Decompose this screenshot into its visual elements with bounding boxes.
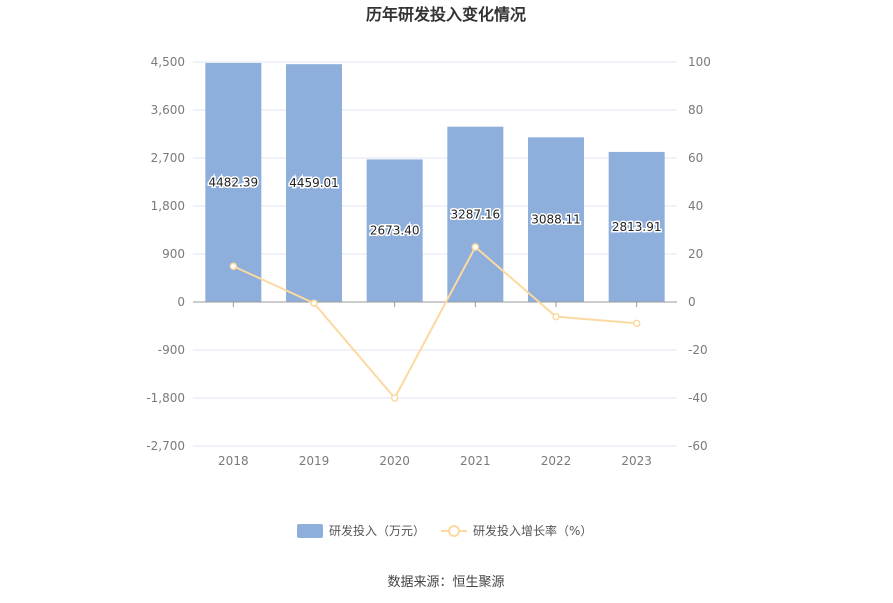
left-axis-tick-label: 3,600	[151, 103, 185, 117]
x-axis-tick-label: 2019	[299, 454, 330, 468]
left-axis-tick-label: 1,800	[151, 199, 185, 213]
growth-rate-point	[310, 299, 318, 307]
bar-series	[205, 62, 665, 303]
growth-rate-line	[232, 245, 637, 400]
gridlines	[193, 61, 677, 447]
left-axis-tick-label: 900	[162, 247, 185, 261]
bar-data-label: 4482.39	[209, 175, 259, 189]
growth-rate-point	[471, 243, 480, 251]
bar	[205, 62, 262, 302]
left-axis-tick-label: -900	[158, 343, 185, 357]
right-axis-tick-label: -40	[688, 391, 708, 405]
x-axis-tick-label: 2022	[541, 454, 572, 468]
x-axis-tick-label: 2021	[460, 454, 491, 468]
growth-rate-point	[390, 394, 399, 402]
legend-label-bar: 研发投入（万元）	[329, 523, 425, 538]
x-axis-tick-label: 2023	[621, 454, 652, 468]
right-axis: 100 80 60 40 20 0 -20 -40 -60	[688, 55, 711, 453]
bar-data-label: 2813.91	[612, 220, 662, 234]
left-axis: 4,500 3,600 2,700 1,800 900 0 -900 -1,800 -2,700	[146, 55, 185, 453]
growth-rate-point	[229, 262, 238, 270]
bar	[366, 159, 423, 302]
bar	[286, 64, 342, 303]
bar-data-labels: 4482.39 4459.01 2673.40 3287.16 3088.11 2813.…	[207, 174, 663, 239]
legend-line-marker	[448, 525, 460, 537]
right-axis-tick-label: 20	[688, 247, 703, 261]
line-series	[229, 243, 641, 402]
x-axis-ticks: 2018 2019 2020 2021 2022 2023	[218, 302, 652, 468]
right-axis-tick-label: -60	[688, 439, 708, 453]
left-axis-tick-label: -1,800	[146, 391, 185, 405]
legend-label-line: 研发投入增长率（%）	[473, 523, 592, 538]
bar-data-label: 2673.40	[370, 224, 420, 238]
bar	[528, 137, 584, 302]
right-axis-tick-label: 0	[688, 295, 696, 309]
bar-data-label: 3088.11	[531, 213, 581, 227]
left-axis-tick-label: 4,500	[151, 55, 185, 69]
right-axis-tick-label: 100	[688, 55, 711, 69]
data-source: 数据来源：恒生聚源	[387, 575, 504, 590]
bar-data-label: 3287.16	[451, 207, 501, 221]
legend: 研发投入（万元） 研发投入增长率（%）	[297, 523, 592, 538]
growth-rate-point	[632, 319, 641, 328]
left-axis-tick-label: 2,700	[151, 151, 185, 165]
right-axis-tick-label: 40	[688, 199, 703, 213]
growth-rate-point	[552, 312, 560, 321]
bar	[447, 126, 504, 302]
right-axis-tick-label: 60	[688, 151, 703, 165]
x-axis-tick-label: 2018	[218, 454, 249, 468]
right-axis-tick-label: -20	[688, 343, 708, 357]
x-axis-tick-label: 2020	[379, 454, 410, 468]
bar-data-label: 4459.01	[289, 176, 339, 190]
left-axis-tick-label: -2,700	[146, 439, 185, 453]
chart-title: 历年研发投入变化情况	[366, 5, 526, 24]
left-axis-tick-label: 0	[177, 295, 185, 309]
legend-bar-swatch	[297, 524, 323, 538]
right-axis-tick-label: 80	[688, 103, 703, 117]
bar	[608, 151, 665, 302]
